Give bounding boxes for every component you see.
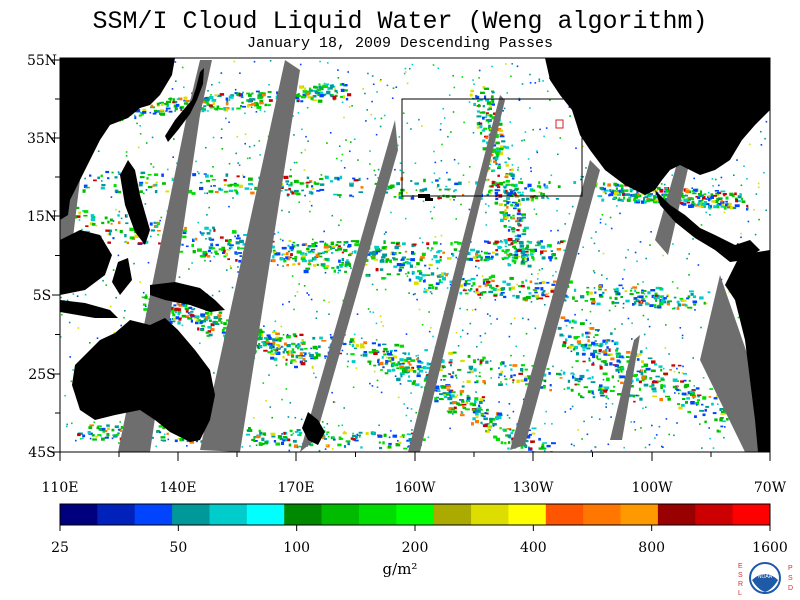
colorbar-swatch bbox=[97, 504, 136, 525]
lon-label: 70W bbox=[754, 480, 787, 496]
colorbar-swatch bbox=[321, 504, 360, 525]
land-borneo bbox=[60, 230, 112, 295]
colorbar-tick-label: 100 bbox=[283, 540, 310, 556]
station-marker bbox=[555, 119, 564, 129]
colorbar-swatch bbox=[209, 504, 248, 525]
lon-label: 100W bbox=[631, 480, 673, 496]
colorbar-swatch bbox=[620, 504, 659, 525]
logo-center-text: NOAA bbox=[758, 574, 773, 580]
land-south-america bbox=[725, 250, 770, 452]
lat-label: 45S bbox=[28, 445, 55, 461]
logo-letter: E bbox=[738, 563, 743, 570]
logo-letter: D bbox=[788, 585, 793, 592]
colorbar-swatch bbox=[695, 504, 734, 525]
colorbar bbox=[59, 503, 771, 526]
swath-gap bbox=[200, 60, 300, 452]
colorbar-swatch bbox=[284, 504, 323, 525]
logo-letter: R bbox=[738, 581, 743, 588]
colorbar-swatch bbox=[246, 504, 285, 525]
logo-letter: L bbox=[738, 590, 742, 597]
colorbar-swatch bbox=[732, 504, 771, 525]
region-box bbox=[401, 98, 583, 197]
longitude-axis: 110E 140E 170E 160W 130W 100W 70W bbox=[42, 452, 787, 496]
colorbar-swatch bbox=[358, 504, 397, 525]
land-new-zealand bbox=[302, 412, 325, 445]
lon-label: 170E bbox=[278, 480, 315, 496]
land-north-america bbox=[545, 58, 770, 195]
land-masses bbox=[60, 58, 770, 452]
lon-label: 110E bbox=[42, 480, 79, 496]
logo-letter: P bbox=[788, 565, 793, 572]
units-label: g/m² bbox=[382, 560, 418, 578]
swath-gap bbox=[610, 335, 640, 440]
colorbar-swatch bbox=[433, 504, 472, 525]
lat-label: 15N bbox=[27, 209, 57, 225]
land-asia bbox=[60, 58, 175, 220]
land-japan bbox=[165, 68, 204, 142]
colorbar-labels: 25 50 100 200 400 800 1600 bbox=[51, 525, 788, 556]
colorbar-swatch bbox=[657, 504, 696, 525]
colorbar-tick-label: 1600 bbox=[752, 540, 788, 556]
swath-gap bbox=[700, 275, 770, 452]
land-sulawesi bbox=[112, 258, 132, 295]
latitude-axis: 55N 35N 15N 5S 25S 45S bbox=[27, 53, 60, 461]
swath-gap bbox=[300, 120, 398, 452]
cloud-field bbox=[60, 60, 770, 452]
lat-label: 25S bbox=[28, 367, 55, 383]
land-new-guinea bbox=[150, 282, 225, 312]
lon-label: 160W bbox=[394, 480, 436, 496]
colorbar-tick-label: 25 bbox=[51, 540, 69, 556]
map-title: SSM/I Cloud Liquid Water (Weng algorithm… bbox=[92, 7, 708, 36]
colorbar-tick-label: 50 bbox=[169, 540, 187, 556]
swath-gap bbox=[510, 160, 600, 450]
land-australia bbox=[72, 318, 215, 442]
colorbar-swatch bbox=[545, 504, 584, 525]
colorbar-swatch bbox=[583, 504, 622, 525]
colorbar-swatch bbox=[471, 504, 509, 525]
swath-gap bbox=[408, 95, 505, 452]
land-java bbox=[60, 300, 118, 318]
colorbar-tick-label: 800 bbox=[638, 540, 665, 556]
logo-letter: S bbox=[738, 572, 743, 579]
colorbar-swatch bbox=[508, 504, 547, 525]
lat-label: 35N bbox=[27, 131, 57, 147]
logo-letter: S bbox=[788, 575, 793, 582]
lon-label: 130W bbox=[512, 480, 554, 496]
noaa-esrl-logo: NOAA E S R L P S D bbox=[738, 562, 793, 597]
colorbar-swatch bbox=[172, 504, 210, 525]
lon-label: 140E bbox=[160, 480, 197, 496]
map-subtitle: January 18, 2009 Descending Passes bbox=[246, 35, 554, 52]
colorbar-swatch bbox=[60, 504, 98, 525]
land-philippines bbox=[120, 160, 150, 245]
colorbar-swatch bbox=[396, 504, 435, 525]
colorbar-swatch bbox=[134, 504, 173, 525]
lat-label: 55N bbox=[27, 53, 57, 69]
colorbar-tick-label: 200 bbox=[402, 540, 429, 556]
lat-label: 5S bbox=[33, 288, 52, 304]
colorbar-tick-label: 400 bbox=[520, 540, 547, 556]
